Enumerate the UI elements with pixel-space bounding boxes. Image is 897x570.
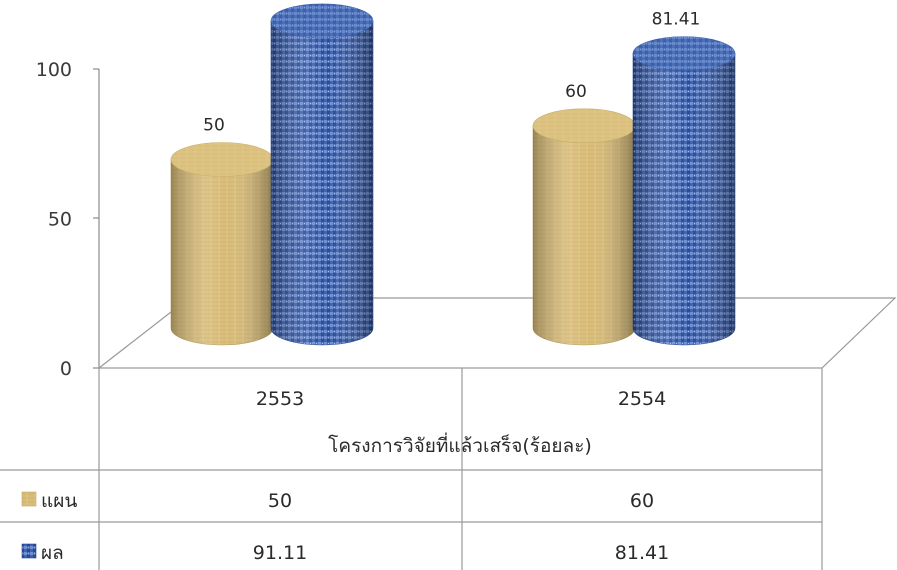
category-label: 2553 — [256, 388, 304, 410]
bar-plan-2554 — [532, 108, 636, 346]
table-cell: 81.41 — [615, 542, 669, 564]
table-cell: 50 — [268, 490, 292, 512]
chart-floor — [97, 297, 897, 369]
legend-swatch — [21, 543, 37, 559]
y-tick-label: 100 — [36, 59, 72, 81]
data-label: 60 — [565, 82, 587, 102]
data-label: 50 — [203, 116, 225, 136]
y-tick-label: 50 — [48, 209, 72, 231]
table-cell: 91.11 — [253, 542, 307, 564]
bar-plan-2553 — [170, 142, 274, 346]
data-label: 81.41 — [652, 10, 701, 30]
x-axis-title: โครงการวิจัยที่แล้วเสร็จ(ร้อยละ) — [328, 432, 592, 457]
bar-result-2554 — [632, 36, 736, 346]
data-table-grid — [0, 368, 823, 570]
category-label: 2554 — [618, 388, 666, 410]
table-row: ผล 91.11 81.41 — [21, 542, 669, 564]
y-tick-label: 0 — [60, 358, 72, 380]
legend-label: ผล — [41, 542, 64, 564]
table-cell: 60 — [630, 490, 654, 512]
legend-label: แผน — [41, 490, 77, 512]
legend-swatch — [21, 491, 37, 507]
bar-result-2553 — [270, 3, 374, 346]
table-row: แผน 50 60 — [21, 490, 654, 512]
